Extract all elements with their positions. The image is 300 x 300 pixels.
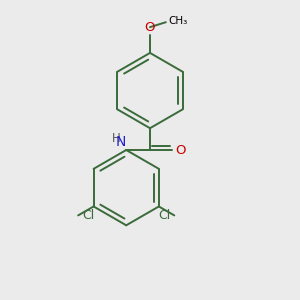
- Text: CH₃: CH₃: [169, 16, 188, 26]
- Text: H: H: [112, 132, 121, 145]
- Text: O: O: [175, 143, 185, 157]
- Text: Cl: Cl: [158, 209, 170, 222]
- Text: N: N: [116, 135, 126, 149]
- Text: O: O: [145, 21, 155, 34]
- Text: Cl: Cl: [82, 209, 94, 222]
